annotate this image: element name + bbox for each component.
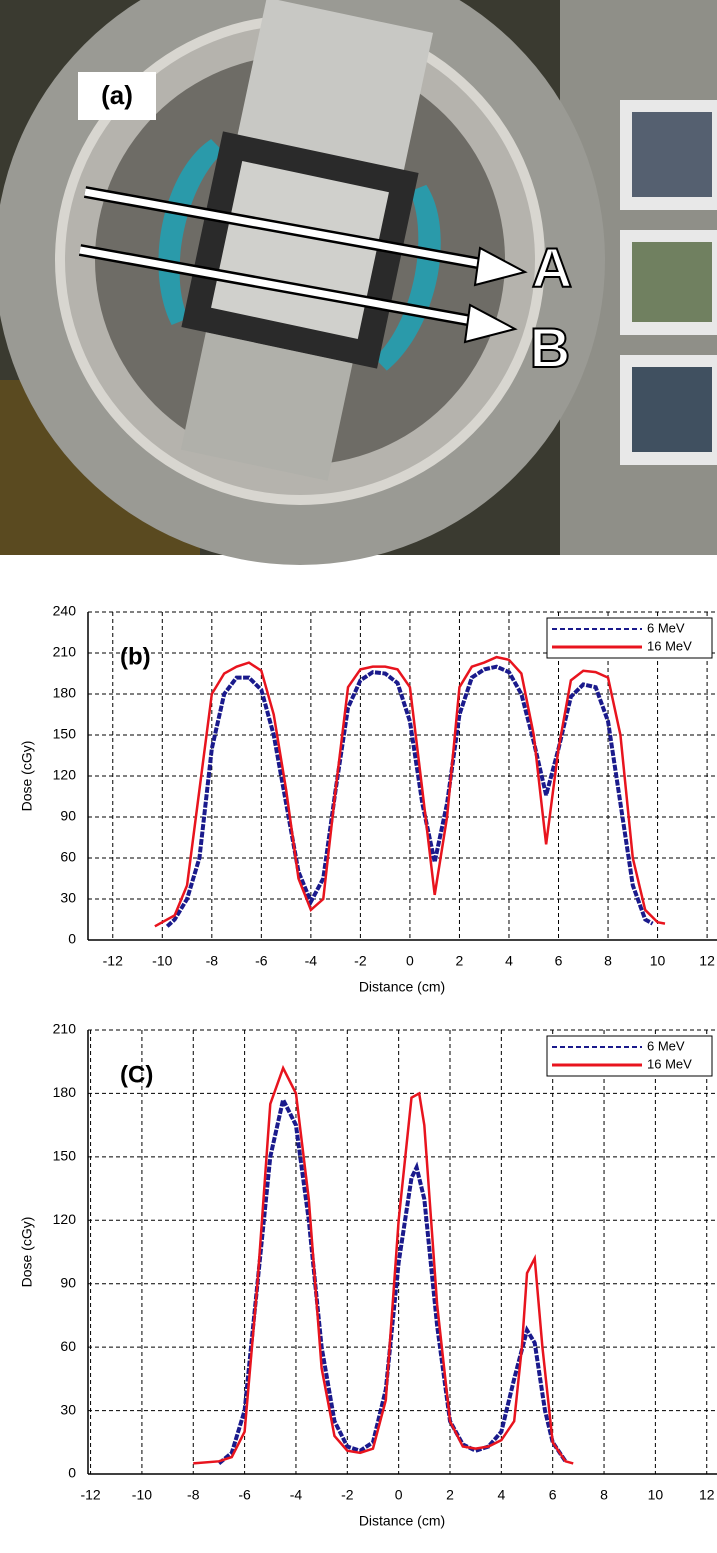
panel-label: (b) bbox=[120, 643, 151, 670]
y-tick-label: 0 bbox=[68, 1465, 76, 1481]
x-tick-label: 12 bbox=[699, 953, 715, 969]
x-tick-label: 8 bbox=[600, 1487, 608, 1503]
panel-label: (a) bbox=[101, 80, 133, 110]
y-tick-label: 60 bbox=[60, 849, 76, 865]
x-tick-label: -6 bbox=[238, 1487, 251, 1503]
arrow-label: B bbox=[530, 316, 570, 379]
y-axis-label: Dose (cGy) bbox=[19, 1217, 35, 1288]
legend-label: 6 MeV bbox=[647, 620, 685, 635]
x-tick-label: 12 bbox=[699, 1487, 715, 1503]
x-tick-label: 10 bbox=[648, 1487, 664, 1503]
x-tick-label: 6 bbox=[555, 953, 563, 969]
handle bbox=[158, 139, 224, 325]
arrow-head bbox=[463, 303, 518, 344]
y-tick-label: 90 bbox=[60, 808, 76, 824]
legend-label: 16 MeV bbox=[647, 638, 692, 653]
chart: 0 30 60 90 120 150 180 210 -12 -10 -8 -6 -4 -2 0 2 4 6 8 10… bbox=[19, 1021, 717, 1529]
y-axis-label: Dose (cGy) bbox=[19, 741, 35, 812]
legend-label: 16 MeV bbox=[647, 1056, 692, 1071]
y-tick-label: 150 bbox=[53, 726, 77, 742]
x-tick-label: -10 bbox=[152, 953, 172, 969]
x-tick-label: -6 bbox=[255, 953, 268, 969]
x-axis-label: Distance (cm) bbox=[359, 1513, 445, 1529]
x-tick-label: -8 bbox=[206, 953, 219, 969]
y-tick-label: 120 bbox=[53, 1211, 77, 1227]
x-tick-label: -2 bbox=[354, 953, 367, 969]
chart: 0 30 60 90 120 150 180 210 240 -12 -10 -8 -6 -4 -2 0 2 4 6… bbox=[19, 603, 717, 995]
x-tick-label: -4 bbox=[305, 953, 318, 969]
x-tick-label: -8 bbox=[187, 1487, 200, 1503]
x-tick-label: -12 bbox=[103, 953, 123, 969]
data-line bbox=[165, 664, 654, 928]
panel-label-box bbox=[78, 72, 156, 120]
x-tick-label: 0 bbox=[395, 1487, 403, 1503]
x-axis-label: Distance (cm) bbox=[359, 979, 445, 995]
device-part bbox=[211, 161, 389, 339]
photo: A B (a) bbox=[0, 0, 717, 565]
y-tick-label: 240 bbox=[53, 603, 77, 619]
x-tick-label: -10 bbox=[132, 1487, 152, 1503]
y-tick-label: 30 bbox=[60, 1401, 76, 1417]
poster-image bbox=[632, 367, 712, 452]
y-tick-label: 60 bbox=[60, 1338, 76, 1354]
x-tick-label: 4 bbox=[505, 953, 513, 969]
device-part bbox=[180, 332, 353, 481]
x-tick-label: 6 bbox=[549, 1487, 557, 1503]
legend-label: 6 MeV bbox=[647, 1038, 685, 1053]
legend-box bbox=[546, 1035, 713, 1077]
y-tick-label: 30 bbox=[60, 890, 76, 906]
arrow-label: A bbox=[532, 236, 572, 299]
x-tick-label: 4 bbox=[497, 1487, 505, 1503]
arrow-shaft bbox=[79, 246, 496, 329]
poster-image bbox=[632, 242, 712, 322]
x-tick-label: -4 bbox=[290, 1487, 303, 1503]
x-tick-label: 2 bbox=[446, 1487, 454, 1503]
x-tick-label: 8 bbox=[604, 953, 612, 969]
x-tick-label: 2 bbox=[456, 953, 464, 969]
y-tick-label: 180 bbox=[53, 685, 77, 701]
y-tick-label: 210 bbox=[53, 1021, 77, 1037]
data-line bbox=[193, 1064, 574, 1465]
device-part bbox=[235, 0, 434, 180]
handle bbox=[374, 184, 441, 371]
y-tick-label: 180 bbox=[53, 1084, 77, 1100]
x-tick-label: -12 bbox=[80, 1487, 100, 1503]
x-tick-label: -2 bbox=[341, 1487, 354, 1503]
arrow bbox=[83, 186, 528, 287]
poster-image bbox=[632, 112, 712, 197]
x-tick-label: 10 bbox=[650, 953, 666, 969]
panel-label: (C) bbox=[120, 1061, 153, 1088]
arrow-shaft bbox=[84, 188, 506, 272]
y-tick-label: 150 bbox=[53, 1148, 77, 1164]
y-tick-label: 210 bbox=[53, 644, 77, 660]
data-line bbox=[217, 1093, 568, 1465]
legend-box bbox=[546, 617, 713, 659]
y-tick-label: 120 bbox=[53, 767, 77, 783]
data-line bbox=[154, 655, 666, 928]
y-tick-label: 90 bbox=[60, 1274, 76, 1290]
x-tick-label: 0 bbox=[406, 953, 414, 969]
arrow-head bbox=[473, 246, 528, 287]
y-tick-label: 0 bbox=[68, 931, 76, 947]
arrow bbox=[78, 244, 518, 344]
